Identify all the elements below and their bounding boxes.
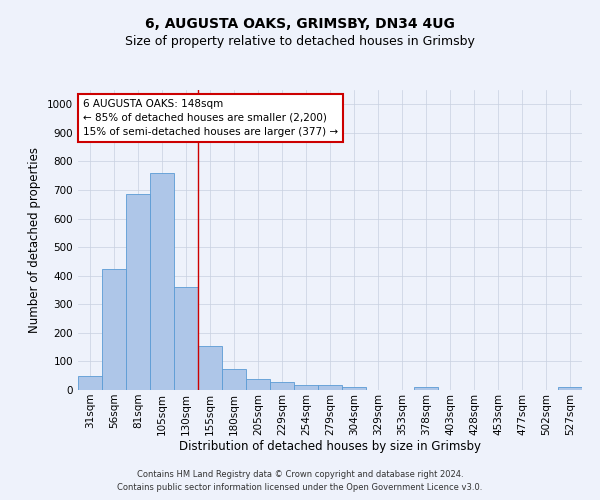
Bar (246, 378, 270, 390)
Bar (414, 387, 438, 390)
Text: Size of property relative to detached houses in Grimsby: Size of property relative to detached ho… (125, 35, 475, 48)
Bar (270, 382, 294, 390)
Bar (150, 173, 174, 390)
Bar (558, 387, 582, 390)
Bar (198, 346, 222, 390)
Bar (126, 194, 150, 390)
Text: Contains HM Land Registry data © Crown copyright and database right 2024.
Contai: Contains HM Land Registry data © Crown c… (118, 470, 482, 492)
Bar (342, 387, 366, 390)
Bar (294, 385, 318, 390)
Text: 6, AUGUSTA OAKS, GRIMSBY, DN34 4UG: 6, AUGUSTA OAKS, GRIMSBY, DN34 4UG (145, 18, 455, 32)
X-axis label: Distribution of detached houses by size in Grimsby: Distribution of detached houses by size … (179, 440, 481, 454)
Text: 6 AUGUSTA OAKS: 148sqm
← 85% of detached houses are smaller (2,200)
15% of semi-: 6 AUGUSTA OAKS: 148sqm ← 85% of detached… (83, 99, 338, 137)
Bar (318, 385, 342, 390)
Bar (78, 376, 102, 390)
Y-axis label: Number of detached properties: Number of detached properties (28, 147, 41, 333)
Bar (174, 287, 198, 390)
Bar (222, 368, 246, 390)
Bar (102, 268, 126, 390)
